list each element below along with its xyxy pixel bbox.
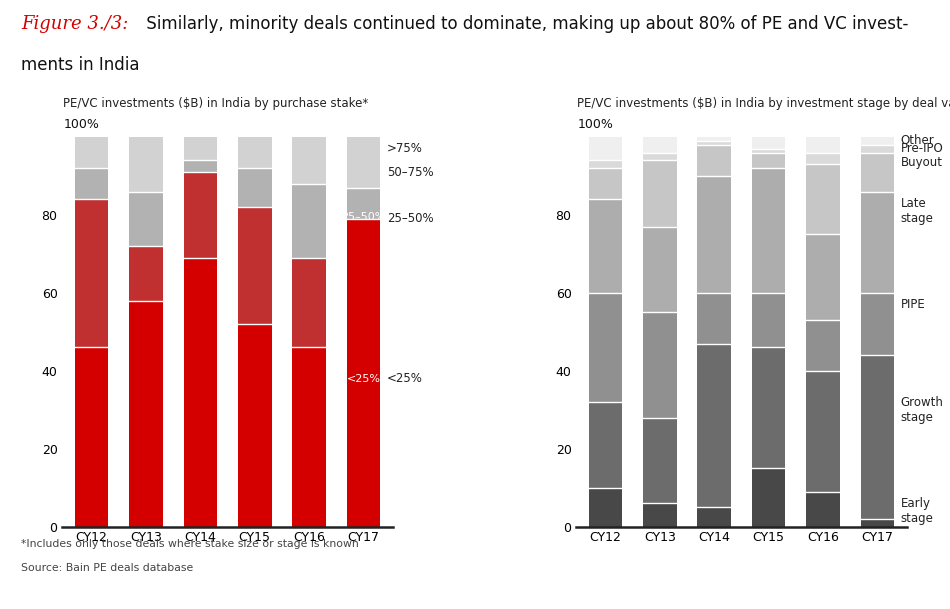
Bar	[183, 172, 218, 258]
Bar	[861, 145, 894, 153]
Bar	[589, 199, 622, 293]
Bar	[751, 153, 786, 168]
Text: 25–50%: 25–50%	[387, 213, 433, 225]
Bar	[807, 153, 840, 164]
Bar	[861, 137, 894, 145]
Bar	[643, 137, 676, 153]
Bar	[293, 348, 326, 527]
Bar	[129, 301, 162, 527]
Bar	[347, 188, 380, 219]
Bar	[643, 418, 676, 504]
Bar	[589, 293, 622, 402]
Text: 100%: 100%	[64, 118, 99, 131]
Bar	[183, 160, 218, 172]
Text: Pre-IPO: Pre-IPO	[901, 143, 943, 155]
Bar	[697, 507, 732, 527]
Bar	[75, 199, 108, 348]
Bar	[751, 468, 786, 527]
Text: 25–50%: 25–50%	[341, 212, 386, 222]
Bar	[589, 402, 622, 488]
Bar	[861, 519, 894, 527]
Bar	[238, 168, 272, 207]
Text: PE/VC investments ($B) in India by purchase stake*: PE/VC investments ($B) in India by purch…	[64, 97, 369, 110]
Bar	[807, 164, 840, 234]
Bar	[347, 219, 380, 527]
Bar	[697, 141, 732, 145]
Bar	[589, 137, 622, 160]
Bar	[293, 184, 326, 258]
Bar	[293, 137, 326, 184]
Bar	[293, 258, 326, 348]
Bar	[589, 488, 622, 527]
Bar	[807, 234, 840, 320]
Bar	[347, 137, 380, 188]
Bar	[75, 168, 108, 199]
Bar	[751, 293, 786, 348]
Text: ments in India: ments in India	[21, 56, 140, 74]
Bar	[183, 258, 218, 527]
Text: Figure 3./3:: Figure 3./3:	[21, 15, 128, 33]
Bar	[751, 137, 786, 149]
Text: 100%: 100%	[578, 118, 613, 131]
Bar	[643, 153, 676, 160]
Bar	[697, 137, 732, 141]
Text: Growth
stage: Growth stage	[901, 396, 943, 424]
Text: Other: Other	[901, 135, 935, 147]
Bar	[75, 348, 108, 527]
Text: <25%: <25%	[347, 374, 380, 384]
Bar	[129, 137, 162, 192]
Bar	[861, 153, 894, 192]
Bar	[238, 207, 272, 324]
Bar	[751, 149, 786, 153]
Bar	[697, 176, 732, 293]
Bar	[129, 246, 162, 301]
Text: <25%: <25%	[387, 372, 423, 385]
Bar	[589, 160, 622, 168]
Text: Buyout: Buyout	[901, 156, 942, 169]
Bar	[129, 192, 162, 246]
Bar	[751, 168, 786, 293]
Text: >75%: >75%	[387, 143, 423, 155]
Text: Similarly, minority deals continued to dominate, making up about 80% of PE and V: Similarly, minority deals continued to d…	[141, 15, 908, 33]
Text: Early
stage: Early stage	[901, 497, 934, 525]
Bar	[75, 137, 108, 168]
Text: PE/VC investments ($B) in India by investment stage by deal value*: PE/VC investments ($B) in India by inves…	[578, 97, 950, 110]
Bar	[697, 293, 732, 343]
Bar	[861, 192, 894, 293]
Bar	[238, 137, 272, 168]
Bar	[807, 137, 840, 153]
Bar	[183, 137, 218, 160]
Bar	[589, 168, 622, 199]
Bar	[697, 145, 732, 176]
Bar	[697, 343, 732, 507]
Bar	[751, 348, 786, 468]
Text: 50–75%: 50–75%	[387, 166, 433, 178]
Bar	[807, 491, 840, 527]
Bar	[807, 320, 840, 371]
Bar	[643, 160, 676, 227]
Bar	[807, 371, 840, 491]
Bar	[643, 227, 676, 312]
Bar	[643, 312, 676, 418]
Bar	[643, 504, 676, 527]
Text: PIPE: PIPE	[901, 298, 925, 311]
Text: Source: Bain PE deals database: Source: Bain PE deals database	[21, 563, 193, 573]
Bar	[238, 324, 272, 527]
Bar	[861, 355, 894, 519]
Text: Late
stage: Late stage	[901, 197, 934, 225]
Text: *Includes only those deals where stake size or stage is known: *Includes only those deals where stake s…	[21, 539, 359, 549]
Bar	[861, 293, 894, 355]
